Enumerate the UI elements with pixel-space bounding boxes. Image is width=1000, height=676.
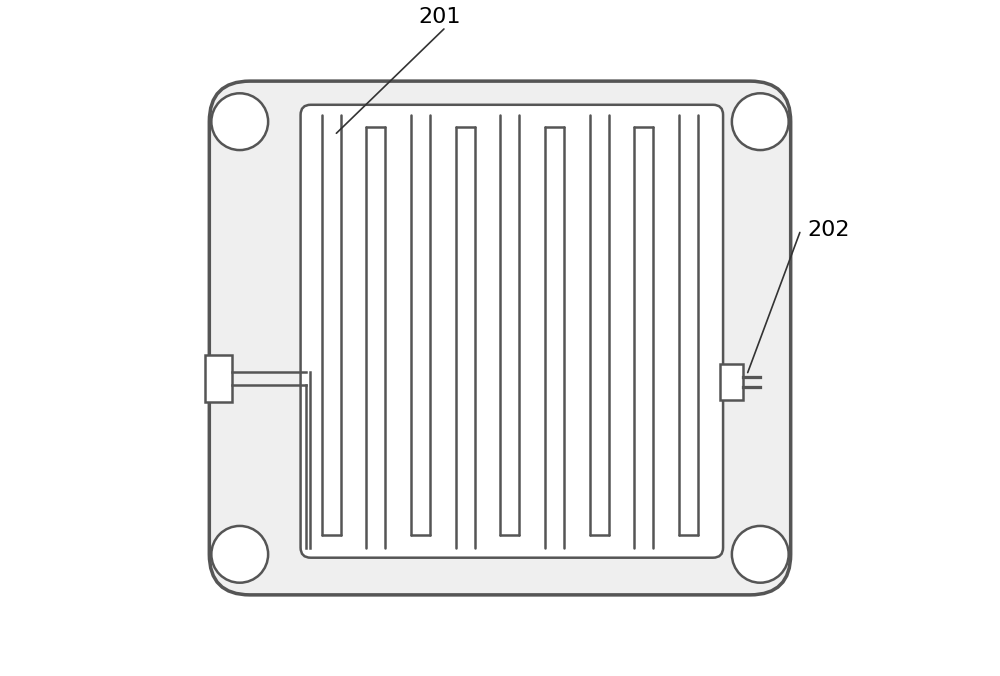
Circle shape: [732, 93, 789, 150]
FancyBboxPatch shape: [209, 81, 791, 595]
Circle shape: [211, 93, 268, 150]
FancyBboxPatch shape: [301, 105, 723, 558]
Text: 202: 202: [808, 220, 850, 240]
Circle shape: [211, 526, 268, 583]
Bar: [205, 355, 232, 402]
Circle shape: [732, 526, 789, 583]
Text: 201: 201: [418, 7, 460, 27]
Bar: [720, 364, 743, 400]
